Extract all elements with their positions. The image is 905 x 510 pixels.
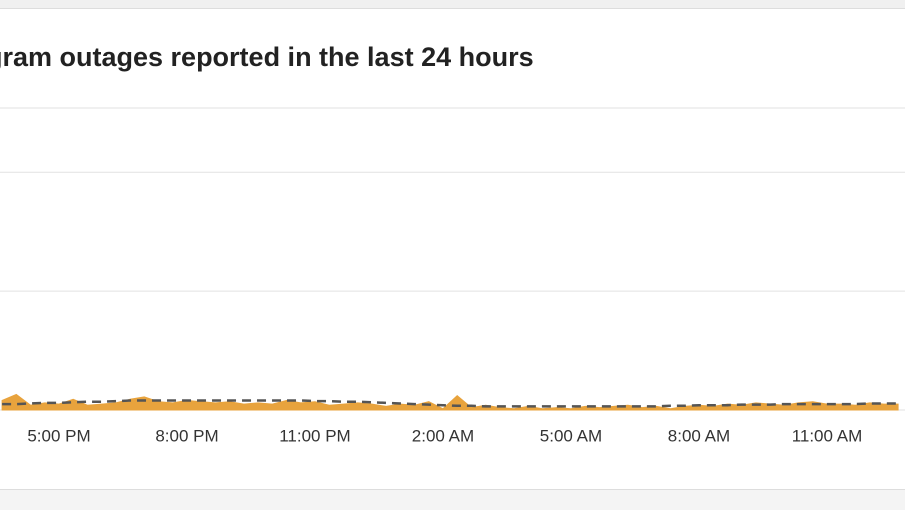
x-tick-label: 11:00 AM	[792, 426, 863, 445]
x-tick-label: 8:00 AM	[668, 426, 730, 445]
x-tick-label: 5:00 AM	[540, 426, 602, 445]
card	[0, 8, 905, 490]
x-tick-label: 11:00 PM	[279, 426, 351, 445]
x-tick-label: 8:00 PM	[155, 426, 218, 445]
x-tick-label: 5:00 PM	[27, 426, 90, 445]
x-tick-label: 2:00 AM	[412, 426, 474, 445]
chart-title: gram outages reported in the last 24 hou…	[0, 42, 534, 72]
top-band	[0, 0, 905, 8]
